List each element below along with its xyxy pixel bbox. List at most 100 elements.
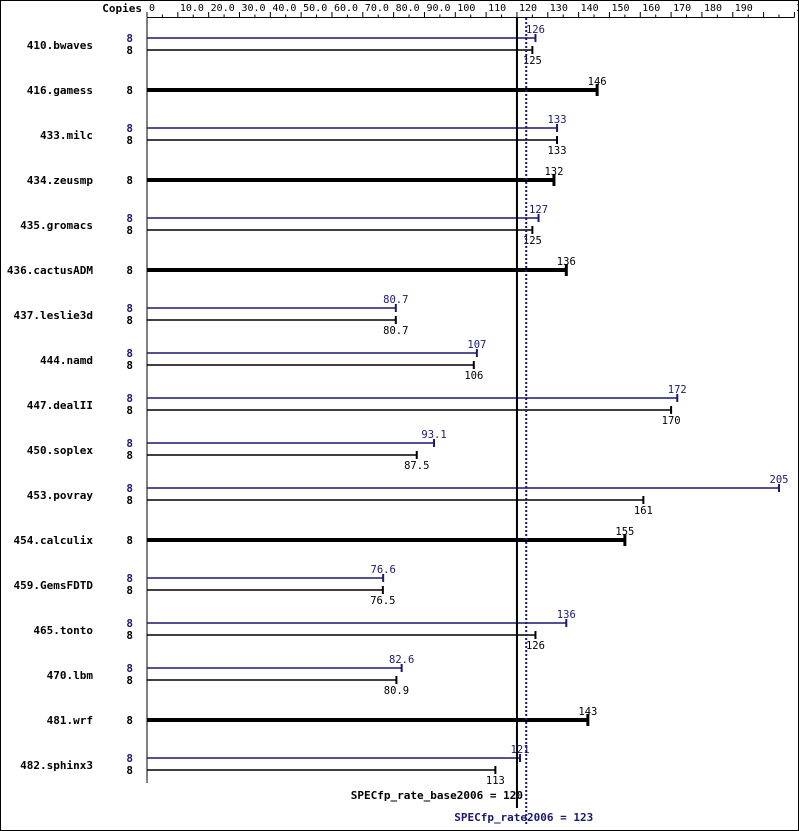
copies-label: 8 [126,534,133,547]
copies-label: 8 [126,584,133,597]
axis-tick-label: 100 [457,3,475,14]
benchmark-name: 444.namd [40,354,93,367]
axis-tick-label: 110 [488,3,506,14]
copies-label: 8 [126,764,133,777]
benchmark-name: 453.povray [27,489,94,502]
benchmark-name: 482.sphinx3 [20,759,93,772]
copies-header: Copies [102,2,142,15]
bar-value-label: 143 [578,706,597,718]
copies-label: 8 [126,84,133,97]
copies-label: 8 [126,752,133,765]
copies-label: 8 [126,437,133,450]
axis-tick-label: 120 [519,3,537,14]
copies-label: 8 [126,714,133,727]
bar-value-label: 205 [770,474,789,486]
bar-value-label: 106 [464,370,483,382]
bar-value-label: 80.9 [384,685,409,697]
base-reference-label: SPECfp_rate_base2006 = 120 [351,789,523,802]
bar-value-label: 133 [548,145,567,157]
copies-label: 8 [126,212,133,225]
benchmark-name: 416.gamess [27,84,93,97]
bar-value-label: 172 [668,384,687,396]
copies-label: 8 [126,302,133,315]
benchmark-name: 470.lbm [47,669,94,682]
axis-tick-label: 20.0 [211,3,235,14]
bar-value-label: 82.6 [389,654,414,666]
copies-label: 8 [126,449,133,462]
benchmark-name: 434.zeusmp [27,174,94,187]
bar-value-label: 80.7 [383,325,408,337]
axis-tick-label: 30.0 [241,3,265,14]
bar-value-label: 170 [662,415,681,427]
bar-value-label: 136 [557,256,576,268]
axis-tick-label: 180 [704,3,722,14]
axis-tick-label: 10.0 [180,3,204,14]
benchmark-name: 433.milc [40,129,93,142]
copies-label: 8 [126,122,133,135]
bar-value-label: 125 [523,55,542,67]
benchmark-name: 454.calculix [14,534,94,547]
axis-tick-label: 40.0 [272,3,296,14]
bar-value-label: 136 [557,609,576,621]
bar-value-label: 133 [548,114,567,126]
axis-tick-label: 90.0 [426,3,450,14]
bar-value-label: 146 [588,76,607,88]
bar-value-label: 127 [529,204,548,216]
axis-tick-label: 150 [611,3,629,14]
bar-value-label: 126 [526,640,545,652]
copies-label: 8 [126,347,133,360]
bar-value-label: 80.7 [383,294,408,306]
axis-tick-label: 160 [642,3,660,14]
bar-value-label: 132 [544,166,563,178]
axis-tick-label: 140 [581,3,599,14]
axis-tick-label: 210 [796,3,799,14]
reference-lines: SPECfp_rate_base2006 = 120 SPECfp_rate200… [351,18,593,825]
bar-value-label: 93.1 [421,429,446,441]
axis-tick-label: 130 [550,3,568,14]
copies-label: 8 [126,359,133,372]
copies-label: 8 [126,629,133,642]
benchmark-name: 481.wrf [47,714,93,727]
copies-label: 8 [126,44,133,57]
bar-value-label: 161 [634,505,653,517]
copies-label: 8 [126,134,133,147]
x-axis: 0 10.0 20.0 30.0 40.0 50.0 60.0 70.0 80.0 90.0 100… [146,3,799,783]
benchmark-name: 410.bwaves [27,39,93,52]
bar-value-label: 155 [615,526,634,538]
benchmark-name: 437.leslie3d [14,309,93,322]
axis-tick-label: 0 [149,3,155,14]
copies-label: 8 [126,617,133,630]
axis-tick-label: 80.0 [396,3,420,14]
copies-label: 8 [126,224,133,237]
bar-value-label: 113 [486,775,505,787]
copies-label: 8 [126,392,133,405]
benchmark-name: 459.GemsFDTD [14,579,94,592]
benchmark-rows: 410.bwaves 126 8 125 8 416.gamess 146 8 433.milc… [7,24,789,787]
axis-tick-label: 50.0 [303,3,327,14]
copies-label: 8 [126,174,133,187]
bar-value-label: 87.5 [404,460,429,472]
axis-tick-label: 190 [735,3,753,14]
copies-label: 8 [126,572,133,585]
benchmark-name: 465.tonto [33,624,93,637]
copies-label: 8 [126,404,133,417]
benchmark-name: 450.soplex [27,444,94,457]
copies-label: 8 [126,264,133,277]
bar-value-label: 107 [467,339,486,351]
benchmark-name: 436.cactusADM [7,264,93,277]
benchmark-name: 435.gromacs [20,219,93,232]
copies-label: 8 [126,674,133,687]
peak-reference-label: SPECfp_rate2006 = 123 [454,811,593,824]
bar-value-label: 126 [526,24,545,36]
axis-tick-label: 70.0 [365,3,389,14]
bar-value-label: 76.5 [370,595,395,607]
axis-tick-label: 60.0 [334,3,358,14]
benchmark-name: 447.dealII [27,399,93,412]
bar-value-label: 125 [523,235,542,247]
bar-value-label: 76.6 [371,564,396,576]
copies-label: 8 [126,32,133,45]
bar-value-label: 121 [511,744,530,756]
copies-label: 8 [126,662,133,675]
